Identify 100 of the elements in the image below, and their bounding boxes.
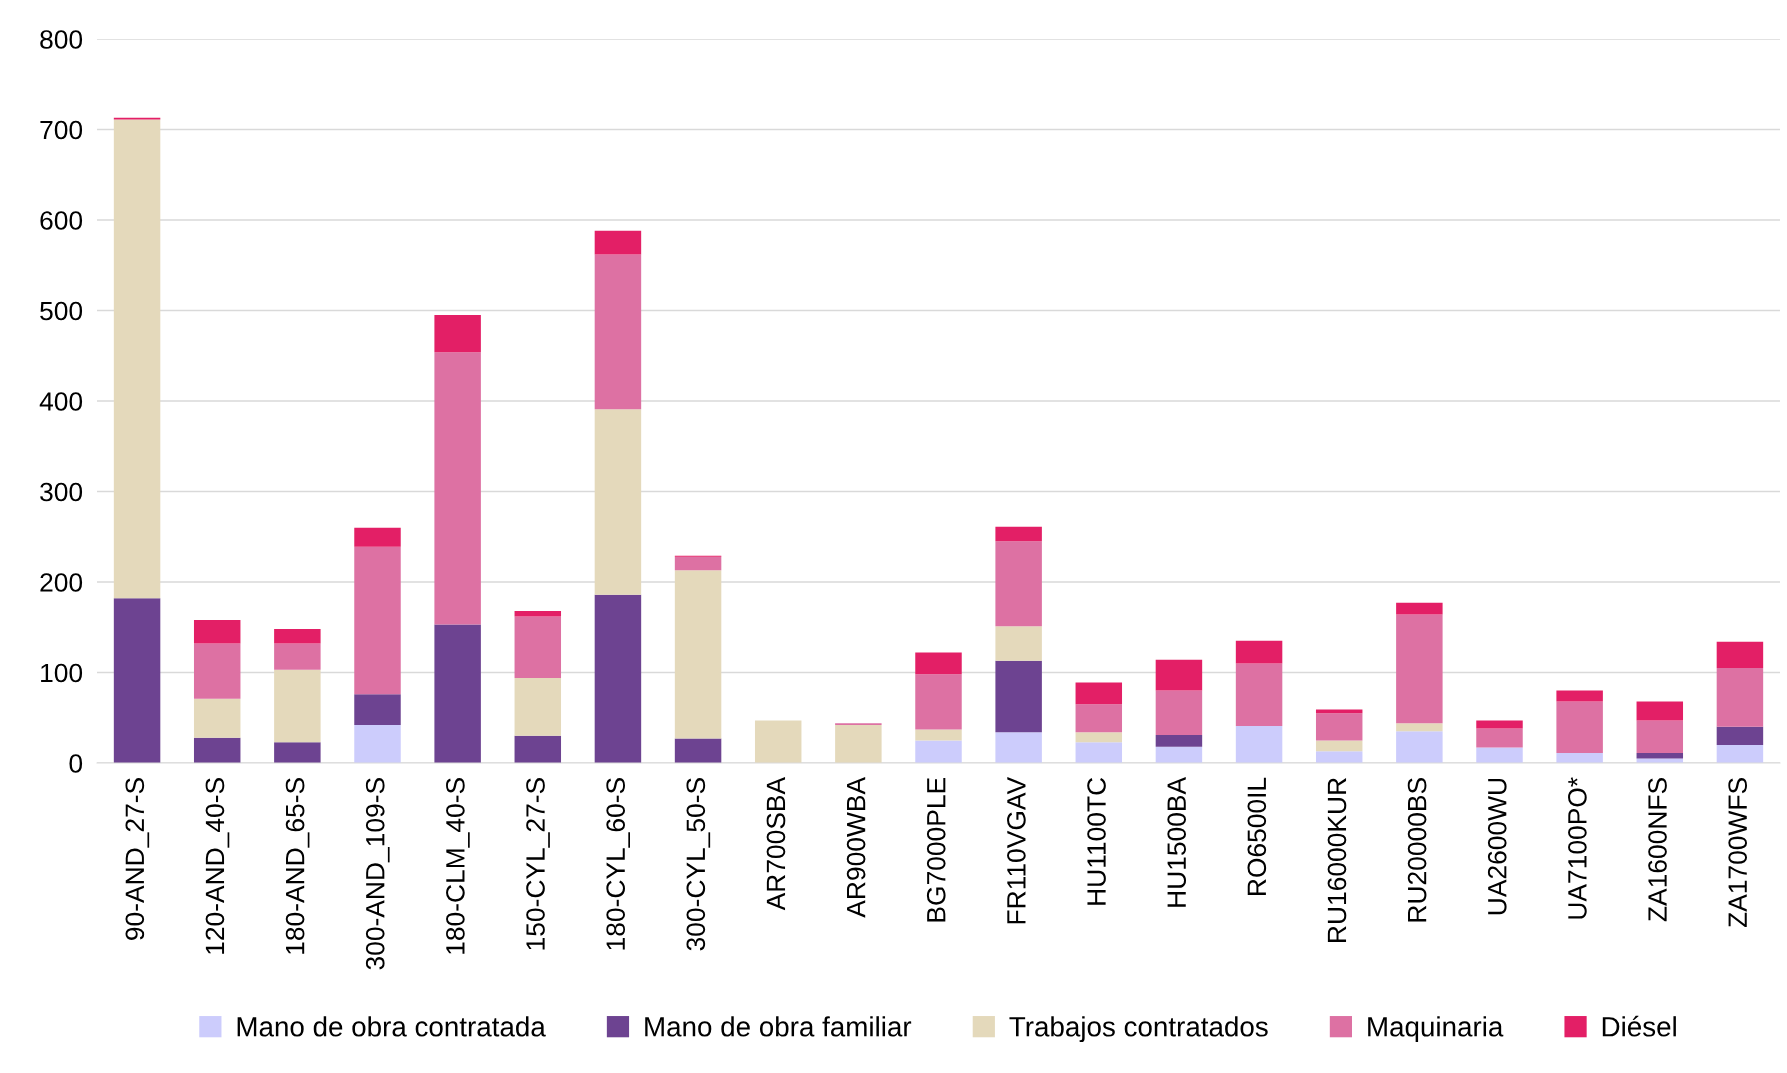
bar: [594, 254, 642, 410]
bar: [915, 729, 962, 741]
bar: [354, 694, 401, 725]
bar: [1716, 744, 1764, 763]
bar: [274, 669, 321, 743]
x-tick-label: RU16000KUR: [1327, 778, 1347, 942]
x-tick-label: 180-CLM_40-S: [446, 778, 470, 954]
x-tick-label: AR700SBA: [766, 776, 786, 911]
bar: [434, 315, 481, 353]
bar: [915, 674, 962, 730]
bar: [1556, 690, 1603, 702]
legend-label: Trabajos contratados: [1009, 1016, 1268, 1043]
bar: [1716, 641, 1764, 668]
legend-label: Mano de obra contratada: [237, 1016, 546, 1037]
bar: [915, 652, 962, 675]
bar: [1315, 740, 1363, 752]
bar: [193, 737, 241, 763]
bar: [1155, 734, 1203, 747]
bar: [995, 626, 1042, 661]
x-tick-label: HU1500BA: [1167, 776, 1187, 907]
bar: [1636, 701, 1684, 721]
bar: [514, 735, 562, 763]
bar: [1155, 690, 1203, 735]
bar: [1716, 667, 1764, 727]
bar: [594, 409, 642, 595]
y-tick-label: 600: [40, 211, 83, 230]
legend-label: Mano de obra familiar: [645, 1016, 912, 1037]
x-tick-label: RU20000BS: [1407, 778, 1427, 922]
x-tick-label: 90-AND_27-S: [125, 778, 150, 940]
x-tick-label: ZA1600NFS: [1648, 778, 1667, 922]
bar: [354, 546, 401, 695]
x-tick-label: UA7100PO*: [1568, 777, 1587, 919]
legend-label: Maquinaria: [1368, 1016, 1504, 1043]
x-tick-label: 180-CYL_60-S: [606, 778, 630, 950]
bar: [1476, 720, 1523, 729]
x-tick-label: FR110VGAV: [1007, 777, 1026, 924]
bar: [514, 610, 562, 617]
bar: [1315, 713, 1363, 741]
bar: [434, 624, 481, 763]
bar: [674, 738, 722, 763]
bar: [1556, 753, 1603, 763]
x-tick-label: 150-CYL_27-S: [526, 778, 550, 950]
bar: [1396, 723, 1443, 732]
bar: [1396, 614, 1443, 724]
bar: [193, 698, 241, 738]
bar: [1716, 726, 1764, 745]
bar: [835, 724, 882, 763]
bar: [193, 620, 241, 644]
y-tick-label: 400: [39, 392, 83, 411]
y-tick-label: 800: [40, 30, 83, 49]
bar: [514, 677, 562, 736]
x-tick-label: 300-AND_109-S: [365, 778, 390, 970]
bar: [354, 527, 401, 547]
bar: [674, 556, 722, 571]
bar: [1315, 751, 1363, 763]
bar: [1075, 742, 1123, 763]
x-tick-label: 180-AND_65-S: [285, 778, 310, 954]
bar: [1396, 602, 1443, 615]
bar: [1075, 732, 1123, 743]
x-tick-label: HU1100TC: [1087, 777, 1106, 905]
bar: [1556, 701, 1603, 754]
bar: [594, 230, 642, 255]
bar: [995, 732, 1042, 763]
bar: [1155, 659, 1203, 691]
y-tick-label: 700: [40, 120, 83, 140]
bar: [193, 643, 241, 699]
bar: [113, 598, 161, 763]
bar: [915, 740, 962, 763]
bar: [594, 594, 642, 763]
x-tick-label: 300-CYL_50-S: [686, 778, 711, 951]
y-tick-label: 500: [40, 301, 83, 321]
bar: [1235, 725, 1283, 763]
bar: [354, 724, 401, 763]
bar: [274, 742, 321, 763]
x-tick-label: AR900WBA: [846, 776, 866, 918]
bar: [1075, 682, 1123, 705]
y-tick-label: 0: [69, 754, 83, 773]
bar: [995, 541, 1042, 627]
bar: [434, 352, 481, 625]
bar: [995, 660, 1042, 733]
y-tick-label: 300: [40, 482, 83, 502]
bar: [113, 119, 161, 599]
legend-label: Diésel: [1602, 1015, 1676, 1037]
bar: [274, 629, 321, 644]
bar: [1075, 704, 1123, 733]
bar: [274, 643, 321, 670]
bar: [1636, 720, 1684, 754]
bar: [1396, 731, 1443, 763]
bar: [1636, 753, 1684, 759]
x-tick-label: UA2600WU: [1487, 778, 1507, 915]
bar: [1235, 663, 1283, 726]
bar: [1155, 746, 1203, 763]
y-tick-label: 100: [41, 663, 83, 683]
bar: [514, 616, 562, 678]
bar: [1476, 747, 1523, 763]
x-tick-label: RO6500IL: [1247, 777, 1267, 896]
bar: [674, 570, 722, 739]
bar: [995, 526, 1042, 542]
bar: [754, 720, 802, 763]
bar: [1476, 728, 1523, 748]
